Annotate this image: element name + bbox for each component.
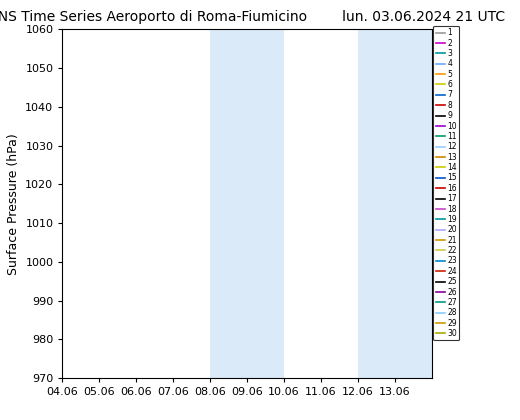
Y-axis label: Surface Pressure (hPa): Surface Pressure (hPa) (7, 133, 20, 275)
Bar (358, 29, 395, 378)
Title: ENS Time Series Aeroporto di Roma-Fiumicino        lun. 03.06.2024 21 UTC: ENS Time Series Aeroporto di Roma-Fiumic… (0, 10, 505, 24)
Bar (247, 29, 284, 378)
Bar (395, 29, 432, 378)
Legend: 1, 2, 3, 4, 5, 6, 7, 8, 9, 10, 11, 12, 13, 14, 15, 16, 17, 18, 19, 20, 21, 22, 2: 1, 2, 3, 4, 5, 6, 7, 8, 9, 10, 11, 12, 1… (434, 26, 459, 340)
Bar (210, 29, 247, 378)
